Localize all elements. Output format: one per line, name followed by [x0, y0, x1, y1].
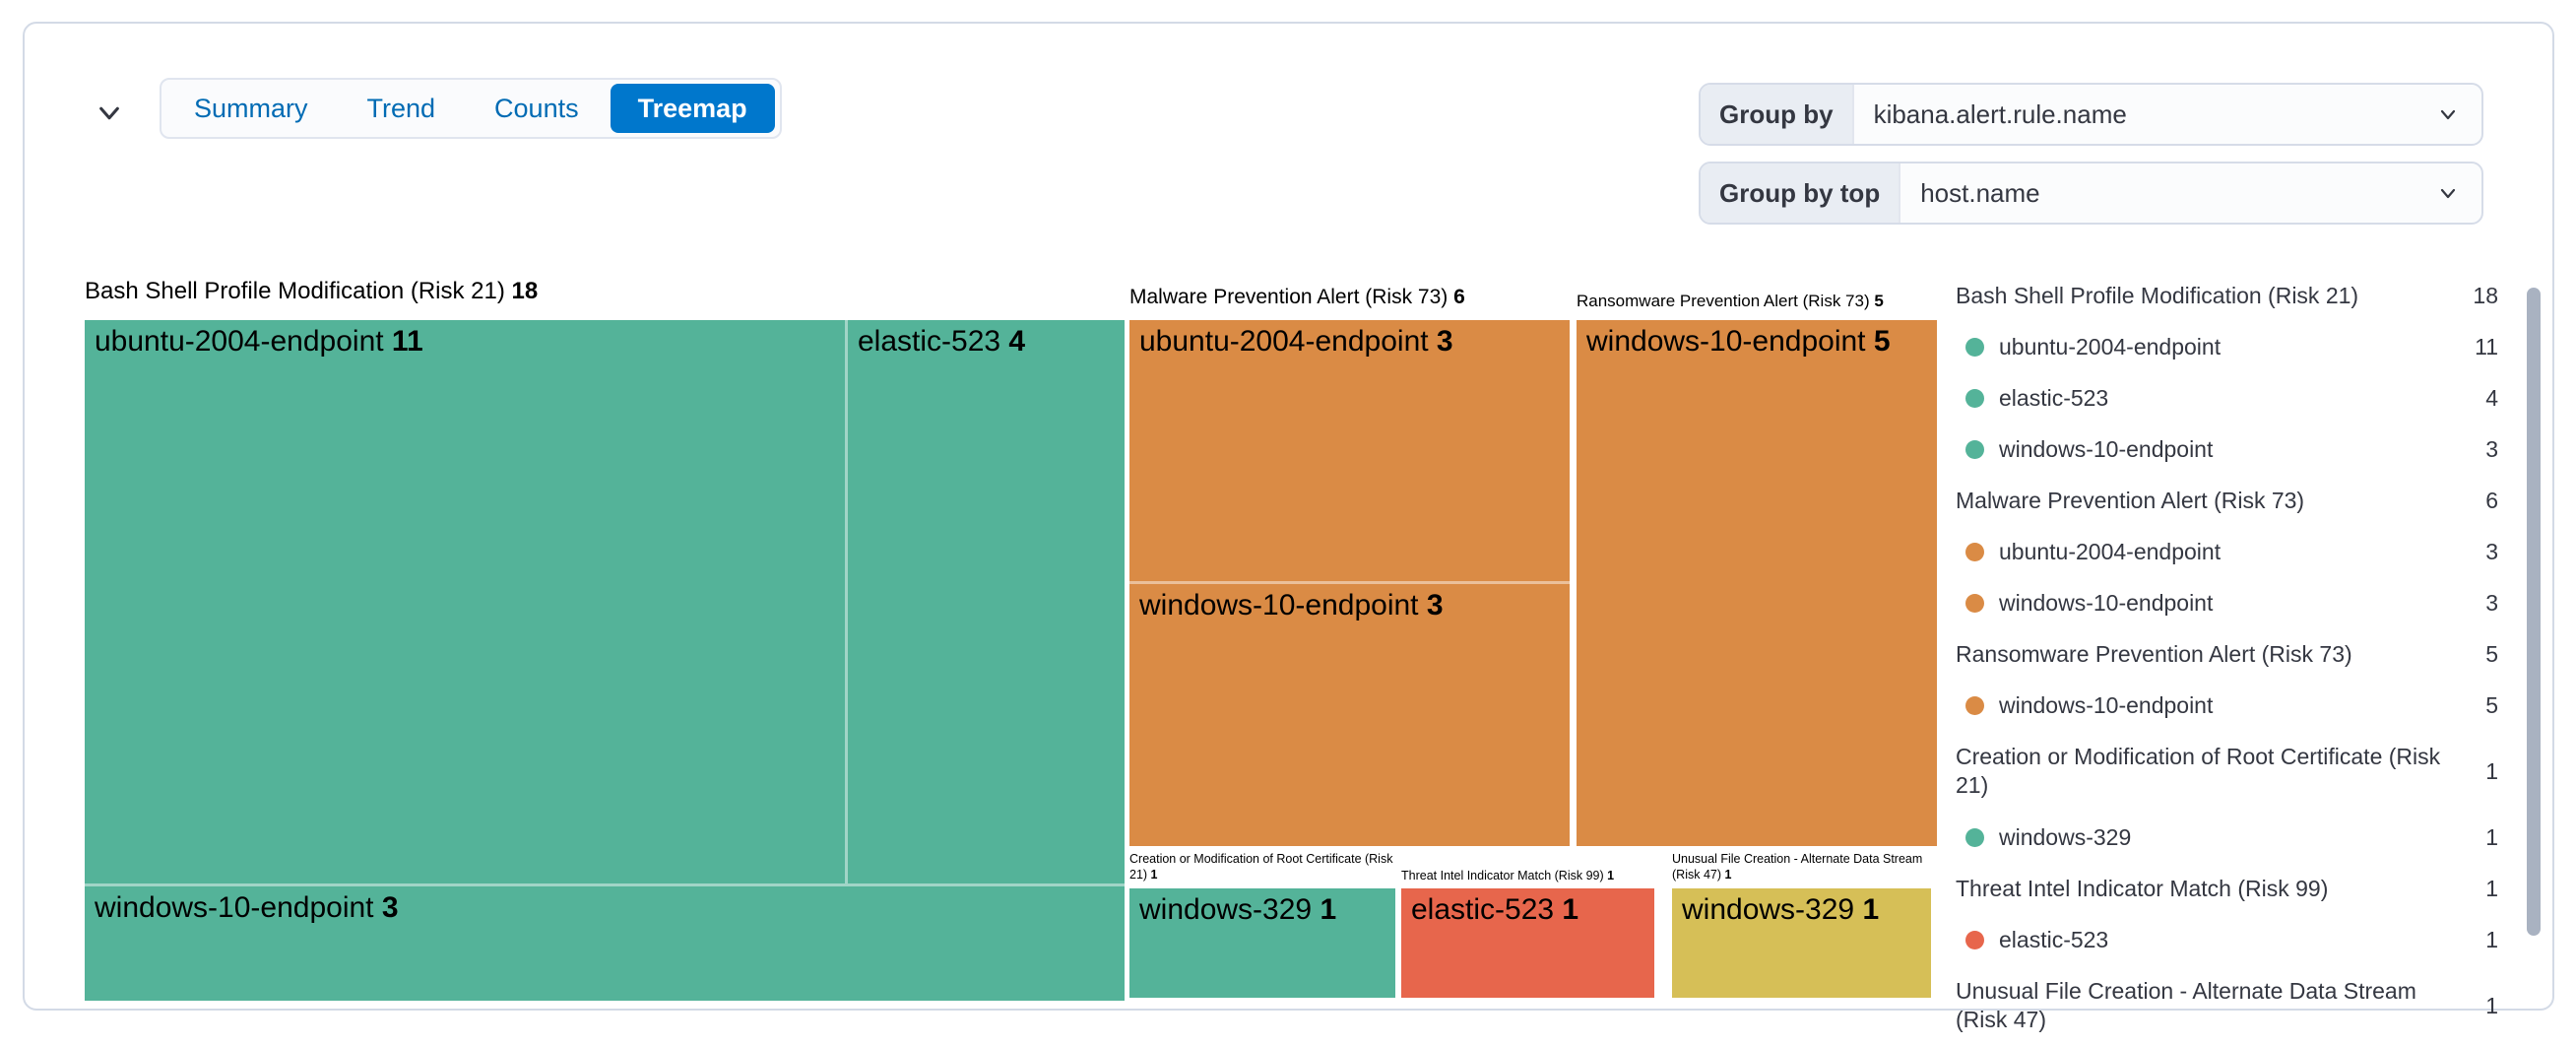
tab-treemap[interactable]: Treemap: [610, 84, 775, 133]
legend-scrollbar[interactable]: [2527, 288, 2541, 936]
treemap-legend: Bash Shell Profile Modification (Risk 21…: [1956, 270, 2498, 1046]
treemap-group-title: Malware Prevention Alert (Risk 73) 6: [1129, 286, 1465, 308]
legend-group-header[interactable]: Bash Shell Profile Modification (Risk 21…: [1956, 270, 2498, 321]
tab-counts[interactable]: Counts: [467, 84, 607, 133]
legend-group-header[interactable]: Unusual File Creation - Alternate Data S…: [1956, 965, 2498, 1046]
legend-label: Creation or Modification of Root Certifi…: [1956, 744, 2441, 798]
treemap-group: windows-329 1: [1129, 888, 1395, 998]
legend-count: 5: [2485, 640, 2498, 667]
legend-item[interactable]: ubuntu-2004-endpoint 3: [1956, 526, 2498, 577]
treemap-cell[interactable]: windows-10-endpoint 3: [85, 886, 1125, 1001]
legend-count: 3: [2485, 538, 2498, 564]
legend-item[interactable]: windows-10-endpoint 3: [1956, 424, 2498, 475]
tab-summary[interactable]: Summary: [166, 84, 336, 133]
legend-count: 11: [2475, 333, 2498, 360]
legend-count: 6: [2485, 487, 2498, 513]
legend-group-header[interactable]: Malware Prevention Alert (Risk 73) 6: [1956, 475, 2498, 526]
treemap-group-title: Ransomware Prevention Alert (Risk 73) 5: [1577, 292, 1884, 310]
legend-count: 5: [2485, 691, 2498, 718]
legend-label: Ransomware Prevention Alert (Risk 73): [1956, 640, 2352, 667]
legend-count: 3: [2485, 589, 2498, 616]
treemap-group: ubuntu-2004-endpoint 3 windows-10-endpoin…: [1129, 320, 1570, 846]
treemap-cell[interactable]: windows-329 1: [1129, 888, 1395, 998]
legend-group-header[interactable]: Threat Intel Indicator Match (Risk 99) 1: [1956, 863, 2498, 914]
legend-group-header[interactable]: Ransomware Prevention Alert (Risk 73) 5: [1956, 628, 2498, 680]
legend-label: Unusual File Creation - Alternate Data S…: [1956, 978, 2416, 1032]
group-by-prepend-label: Group by: [1701, 85, 1854, 144]
legend-count: 4: [2485, 384, 2498, 411]
legend-label: windows-10-endpoint: [1999, 435, 2214, 462]
group-by-top-prepend-label: Group by top: [1701, 163, 1901, 223]
treemap-cell[interactable]: windows-10-endpoint 3: [1129, 584, 1570, 846]
legend-color-dot-icon: [1965, 593, 1984, 613]
treemap-group: windows-10-endpoint 5: [1577, 320, 1937, 846]
legend-color-dot-icon: [1965, 827, 1984, 847]
legend-label: ubuntu-2004-endpoint: [1999, 538, 2222, 564]
treemap-group-title: Bash Shell Profile Modification (Risk 21…: [85, 278, 539, 304]
group-by-select[interactable]: Group by kibana.alert.rule.name: [1699, 83, 2483, 146]
treemap-group-title: Creation or Modification of Root Certifi…: [1129, 852, 1393, 883]
chevron-down-icon: [2434, 179, 2462, 207]
chevron-down-icon: [91, 106, 128, 135]
legend-label: elastic-523: [1999, 384, 2109, 411]
legend-item[interactable]: elastic-523 1: [1956, 914, 2498, 965]
legend-count: 1: [2485, 823, 2498, 850]
legend-color-dot-icon: [1965, 388, 1984, 408]
legend-label: windows-329: [1999, 823, 2132, 850]
treemap-group-title: Threat Intel Indicator Match (Risk 99) 1: [1401, 869, 1615, 883]
legend-color-dot-icon: [1965, 930, 1984, 949]
collapse-section-button[interactable]: [86, 93, 133, 136]
legend-color-dot-icon: [1965, 542, 1984, 561]
legend-count: 1: [2485, 926, 2498, 952]
legend-count: 1: [2485, 875, 2498, 901]
legend-label: Threat Intel Indicator Match (Risk 99): [1956, 875, 2329, 901]
legend-item[interactable]: elastic-523 4: [1956, 372, 2498, 424]
legend-color-dot-icon: [1965, 439, 1984, 459]
chevron-down-icon: [2434, 100, 2462, 128]
legend-label: ubuntu-2004-endpoint: [1999, 333, 2222, 360]
legend-count: 1: [2485, 757, 2498, 784]
legend-group-header[interactable]: Creation or Modification of Root Certifi…: [1956, 731, 2498, 812]
view-selector-button-group: Summary Trend Counts Treemap: [160, 78, 782, 139]
legend-item[interactable]: ubuntu-2004-endpoint 11: [1956, 321, 2498, 372]
treemap-cell[interactable]: ubuntu-2004-endpoint 11: [85, 320, 845, 883]
legend-label: Bash Shell Profile Modification (Risk 21…: [1956, 282, 2359, 308]
treemap-cell[interactable]: elastic-523 4: [848, 320, 1125, 883]
legend-color-dot-icon: [1965, 337, 1984, 357]
treemap-cell[interactable]: windows-10-endpoint 5: [1577, 320, 1937, 846]
tab-trend[interactable]: Trend: [340, 84, 464, 133]
legend-label: Malware Prevention Alert (Risk 73): [1956, 487, 2305, 513]
legend-item[interactable]: windows-10-endpoint 3: [1956, 577, 2498, 628]
treemap-group-title: Unusual File Creation - Alternate Data S…: [1672, 852, 1923, 883]
group-by-top-select[interactable]: Group by top host.name: [1699, 162, 2483, 225]
treemap-group: elastic-523 1: [1401, 888, 1654, 998]
treemap-cell[interactable]: elastic-523 1: [1401, 888, 1654, 998]
legend-count: 18: [2473, 282, 2498, 308]
legend-count: 3: [2485, 435, 2498, 462]
legend-count: 1: [2485, 992, 2498, 1018]
group-by-top-value: host.name: [1920, 177, 2040, 208]
legend-item[interactable]: windows-329 1: [1956, 812, 2498, 863]
treemap-cell[interactable]: ubuntu-2004-endpoint 3: [1129, 320, 1570, 581]
legend-color-dot-icon: [1965, 695, 1984, 715]
legend-label: elastic-523: [1999, 926, 2109, 952]
legend-label: windows-10-endpoint: [1999, 691, 2214, 718]
alerts-visualization-panel: Summary Trend Counts Treemap Group by kiban…: [23, 22, 2554, 1032]
legend-label: windows-10-endpoint: [1999, 589, 2214, 616]
legend-item[interactable]: windows-10-endpoint 5: [1956, 680, 2498, 731]
treemap-group: ubuntu-2004-endpoint 11 elastic-523 4 wind…: [85, 320, 1125, 1001]
group-by-value: kibana.alert.rule.name: [1873, 98, 2127, 129]
treemap-cell[interactable]: windows-329 1: [1672, 888, 1931, 998]
treemap-group: windows-329 1: [1672, 888, 1931, 998]
